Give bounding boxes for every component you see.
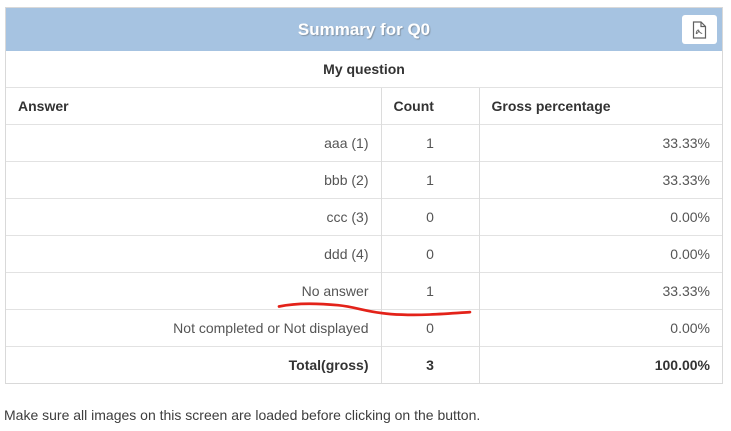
answer-cell: ccc (3) <box>6 198 381 236</box>
answer-cell: aaa (1) <box>6 124 381 162</box>
table-row: aaa (1) 1 33.33% <box>6 124 722 162</box>
answer-cell: bbb (2) <box>6 161 381 199</box>
gross-percentage-cell: 33.33% <box>478 272 722 310</box>
count-cell: 0 <box>380 235 479 273</box>
summary-table: My question Answer Count Gross percentag… <box>6 51 722 383</box>
total-count: 3 <box>380 346 479 383</box>
table-header-row: Answer Count Gross percentage <box>6 87 722 125</box>
gross-percentage-cell: 0.00% <box>478 309 722 347</box>
count-cell: 0 <box>380 309 479 347</box>
table-row: bbb (2) 1 33.33% <box>6 161 722 199</box>
answer-cell: No answer <box>6 272 381 310</box>
gross-percentage-cell: 33.33% <box>478 124 722 162</box>
file-pdf-icon <box>692 20 707 39</box>
answer-cell: Not completed or Not displayed <box>6 309 381 347</box>
column-header-answer: Answer <box>6 87 381 125</box>
gross-percentage-cell: 0.00% <box>478 235 722 273</box>
count-cell: 1 <box>380 161 479 199</box>
panel-heading: Summary for Q0 <box>6 8 722 51</box>
column-header-count: Count <box>380 87 479 125</box>
summary-panel: Summary for Q0 My question Answer Count … <box>5 7 723 384</box>
question-title: My question <box>323 61 405 77</box>
export-pdf-button[interactable] <box>682 15 717 44</box>
table-row: Not completed or Not displayed 0 0.00% <box>6 309 722 347</box>
count-cell: 0 <box>380 198 479 236</box>
total-row: Total(gross) 3 100.00% <box>6 346 722 383</box>
total-gross-percentage: 100.00% <box>478 346 722 383</box>
table-row: ccc (3) 0 0.00% <box>6 198 722 236</box>
total-label: Total(gross) <box>6 346 381 383</box>
table-row: ddd (4) 0 0.00% <box>6 235 722 273</box>
page-title: Summary for Q0 <box>297 19 431 39</box>
footer-note: Make sure all images on this screen are … <box>4 407 481 423</box>
count-cell: 1 <box>380 124 479 162</box>
question-title-row: My question <box>6 51 722 88</box>
gross-percentage-cell: 0.00% <box>478 198 722 236</box>
column-header-gross-percentage: Gross percentage <box>478 87 722 125</box>
gross-percentage-cell: 33.33% <box>478 161 722 199</box>
count-cell: 1 <box>380 272 479 310</box>
answer-cell: ddd (4) <box>6 235 381 273</box>
table-row-no-answer: No answer 1 33.33% <box>6 272 722 310</box>
